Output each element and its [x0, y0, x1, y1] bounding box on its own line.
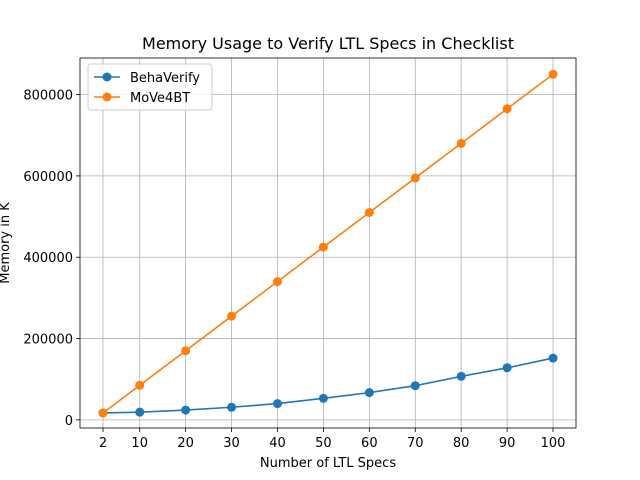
y-tick-label: 800000: [23, 89, 73, 104]
series-move4bt: [98, 69, 558, 418]
x-tick-label: 30: [223, 436, 240, 451]
data-point-behaverify: [364, 388, 374, 398]
x-tick-label: 20: [177, 436, 194, 451]
data-point-behaverify: [456, 371, 466, 381]
chart-title: Memory Usage to Verify LTL Specs in Chec…: [142, 34, 514, 53]
series-layer: [98, 69, 558, 418]
x-tick-label: 100: [541, 436, 566, 451]
x-tick-label: 2: [99, 436, 107, 451]
data-point-move4bt: [135, 380, 145, 390]
data-point-move4bt: [456, 138, 466, 148]
y-tick-label: 400000: [23, 251, 73, 266]
data-point-behaverify: [410, 381, 420, 391]
y-tick-label: 0: [65, 414, 73, 429]
data-point-move4bt: [272, 277, 282, 287]
plot-frame: [79, 57, 577, 429]
x-axis-label: Number of LTL Specs: [260, 456, 396, 471]
legend-box: [87, 63, 213, 111]
data-point-move4bt: [227, 311, 237, 321]
y-tick-label: 600000: [23, 170, 73, 185]
x-tick-label: 50: [315, 436, 332, 451]
data-point-behaverify: [181, 405, 191, 415]
series-line-behaverify: [102, 357, 554, 414]
data-point-move4bt: [364, 208, 374, 218]
data-point-behaverify: [135, 407, 145, 417]
legend-marker-move4bt: [102, 92, 112, 102]
data-point-move4bt: [502, 104, 512, 114]
data-point-behaverify: [548, 353, 558, 363]
legend: BehaVerify MoVe4BT: [87, 63, 213, 111]
x-tick-label: 40: [269, 436, 286, 451]
data-point-move4bt: [98, 408, 108, 418]
x-tick-label: 70: [407, 436, 424, 451]
x-tick-label: 10: [131, 436, 148, 451]
data-point-behaverify: [502, 363, 512, 373]
data-point-behaverify: [318, 393, 328, 403]
x-tick-label: 80: [453, 436, 470, 451]
y-axis-label: Memory in K: [0, 202, 13, 284]
data-point-move4bt: [410, 173, 420, 183]
legend-label-move4bt: MoVe4BT: [130, 91, 190, 106]
series-line-move4bt: [102, 73, 554, 414]
data-point-move4bt: [181, 346, 191, 356]
x-tick-label: 60: [361, 436, 378, 451]
axes: 2 10 20 30 40 50 60 70 80 90 100 0 200000 400000 60000…: [23, 89, 565, 451]
data-point-behaverify: [227, 402, 237, 412]
data-point-behaverify: [272, 399, 282, 409]
data-point-move4bt: [548, 69, 558, 79]
series-behaverify: [98, 353, 558, 418]
data-point-move4bt: [318, 242, 328, 252]
x-tick-label: 90: [499, 436, 516, 451]
y-tick-label: 200000: [23, 333, 73, 348]
legend-marker-behaverify: [102, 72, 112, 82]
legend-label-behaverify: BehaVerify: [130, 71, 200, 86]
